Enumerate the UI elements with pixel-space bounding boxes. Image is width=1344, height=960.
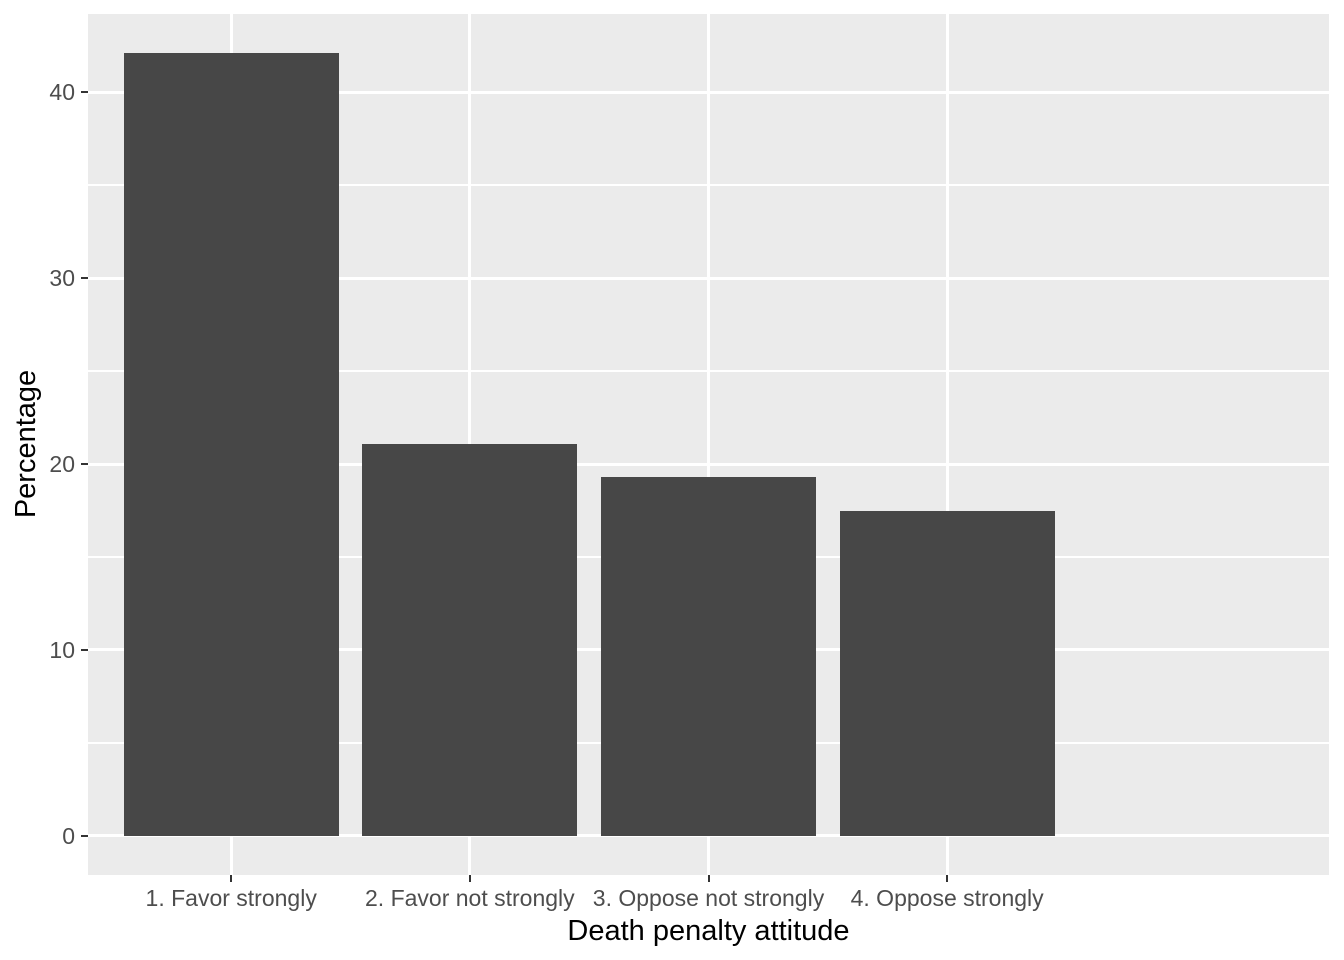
x-tick-label: 3. Oppose not strongly	[592, 885, 825, 911]
bar-2	[362, 443, 578, 836]
gridline-major-vertical	[707, 14, 710, 875]
y-tick-mark	[81, 277, 88, 280]
x-tick-mark	[707, 875, 710, 882]
x-tick-label: 2. Favor not strongly	[365, 885, 575, 911]
x-tick-mark	[946, 875, 949, 882]
plot-panel	[88, 14, 1329, 875]
x-tick-mark	[468, 875, 471, 882]
y-tick-label: 40	[49, 79, 75, 106]
gridline-major-vertical	[945, 14, 949, 875]
bar-4	[839, 510, 1055, 836]
y-tick-mark	[81, 91, 88, 94]
y-tick-mark	[81, 463, 88, 466]
y-axis-title: Percentage	[10, 369, 42, 519]
y-tick-label: 0	[62, 822, 75, 849]
y-tick-label: 10	[49, 636, 75, 663]
y-tick-label: 20	[49, 451, 75, 478]
y-tick-mark	[81, 834, 88, 837]
bar-3	[601, 477, 816, 836]
y-tick-label: 30	[49, 265, 75, 292]
x-axis-title: Death penalty attitude	[567, 915, 850, 947]
x-tick-label: 1. Favor strongly	[145, 885, 317, 911]
x-tick-mark	[230, 875, 233, 882]
x-tick-label: 4. Oppose strongly	[850, 885, 1044, 911]
bar-1	[123, 53, 339, 836]
y-tick-mark	[81, 648, 88, 651]
